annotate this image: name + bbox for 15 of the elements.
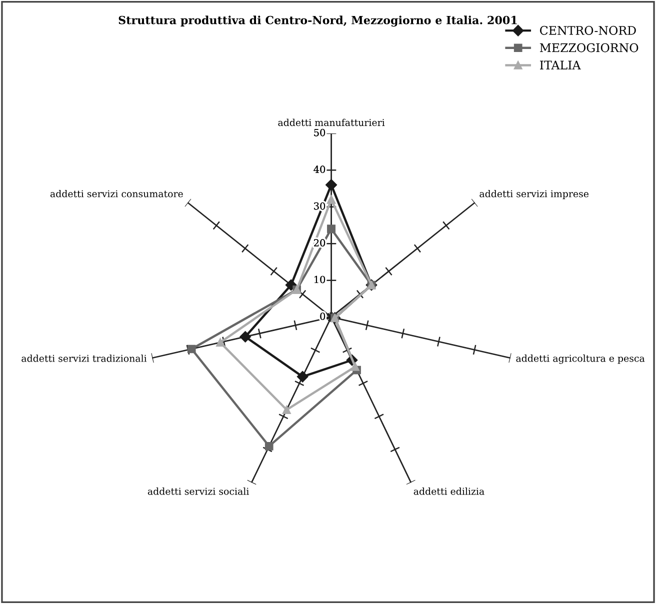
spoke-label: addetti servizi consumatore [50,190,183,198]
legend-label: MEZZOGIORNO [540,43,638,52]
spoke-label: addetti edilizia [414,488,484,495]
spoke-label: addetti servizi tradizionali [22,354,147,362]
spoke-label: addetti manufatturieri [278,118,385,126]
legend-label: ITALIA [540,60,581,70]
spoke-label: addetti servizi sociali [148,488,249,495]
chart-title: Struttura produttiva di Centro-Nord, Mezzogiorno e Italia. 2001 [118,16,517,27]
legend-label: CENTRO-NORD [540,26,636,35]
y-tick-label: 40 [314,166,326,173]
spoke-label: addetti servizi imprese [480,190,589,200]
y-tick-label: 50 [314,128,326,136]
spoke-label: addetti agricoltura e pesca [516,354,645,364]
y-tick-label: 0 [320,312,326,320]
y-tick-label: 10 [314,276,326,284]
